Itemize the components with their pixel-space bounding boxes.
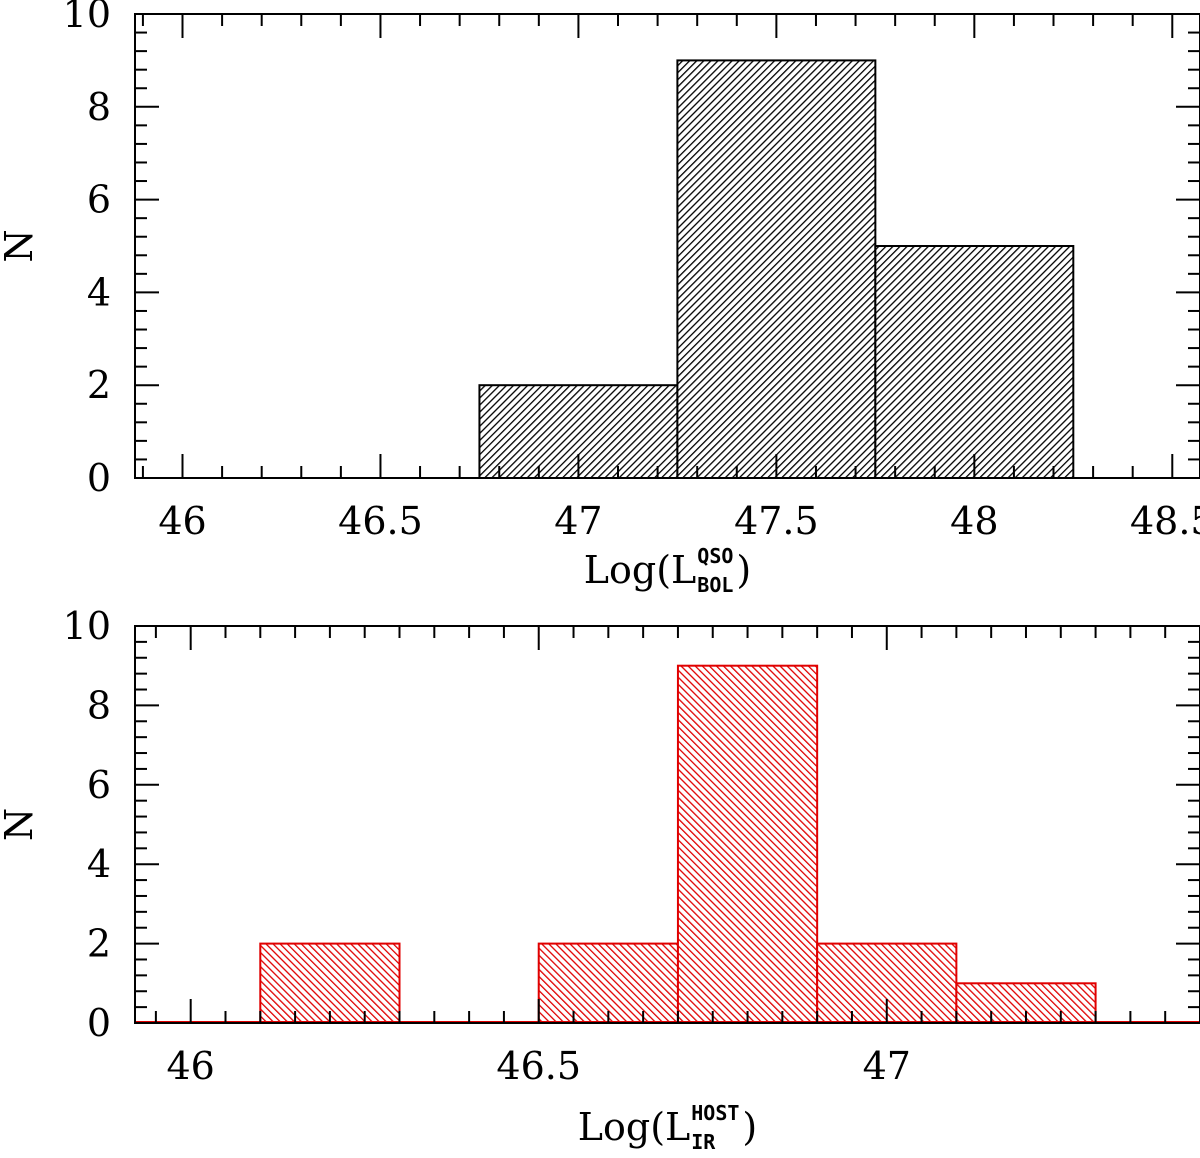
- p0-ytick-label: 4: [87, 270, 111, 314]
- p1-bar-0: [259, 942, 401, 1024]
- p1-xlabel-sub: IR: [691, 1130, 716, 1154]
- p1-bar-3: [676, 664, 819, 1024]
- p0-bar-2: [874, 245, 1075, 479]
- p1-xlabel: Log(L HOST IR): [578, 1101, 758, 1154]
- p0-xtick-label: 46: [158, 499, 206, 543]
- p0-ylabel: N: [0, 229, 41, 262]
- p1-ytick-label: 4: [87, 842, 111, 886]
- p0-xtick-label: 47: [554, 499, 602, 543]
- p0-xtick-label: 48.5: [1130, 499, 1200, 543]
- p0-axes-frame: [134, 13, 1200, 479]
- p0-xlabel-sup: QSO: [697, 544, 733, 568]
- p1-xtick-label: 46: [167, 1044, 215, 1088]
- p0-bar-1: [676, 59, 877, 480]
- p0-ytick-label: 10: [63, 0, 111, 36]
- p0-ytick-label: 2: [87, 363, 111, 407]
- p1-ytick-label: 10: [63, 604, 111, 648]
- p1-ytick-label: 2: [87, 922, 111, 966]
- p1-ylabel: N: [0, 808, 41, 841]
- p0-xlabel-sub: BOL: [697, 573, 733, 597]
- p0-ytick-label: 0: [87, 456, 111, 500]
- p0-xtick-label: 46.5: [338, 499, 423, 543]
- p1-xlabel-sup: HOST: [691, 1101, 739, 1125]
- p1-axes-frame: [134, 625, 1200, 1024]
- p1-xlabel-prefix: Log(L: [578, 1105, 691, 1149]
- p1-xtick-label: 47: [863, 1044, 911, 1088]
- p0-xtick-label: 48: [950, 499, 998, 543]
- p0-ytick-label: 6: [87, 178, 111, 222]
- p0-xlabel-suffix: ): [736, 548, 751, 592]
- p1-ytick-label: 0: [87, 1001, 111, 1045]
- p0-ytick-label: 8: [87, 85, 111, 129]
- p1-ytick-label: 8: [87, 683, 111, 727]
- p0-xlabel: Log(L QSO BOL): [584, 544, 751, 597]
- p1-xtick-label: 46.5: [496, 1044, 581, 1088]
- p0-xlabel-prefix: Log(L: [584, 548, 697, 592]
- p1-ytick-label: 6: [87, 763, 111, 807]
- p0-xtick-label: 47.5: [734, 499, 819, 543]
- p1-xlabel-suffix: ): [742, 1105, 757, 1149]
